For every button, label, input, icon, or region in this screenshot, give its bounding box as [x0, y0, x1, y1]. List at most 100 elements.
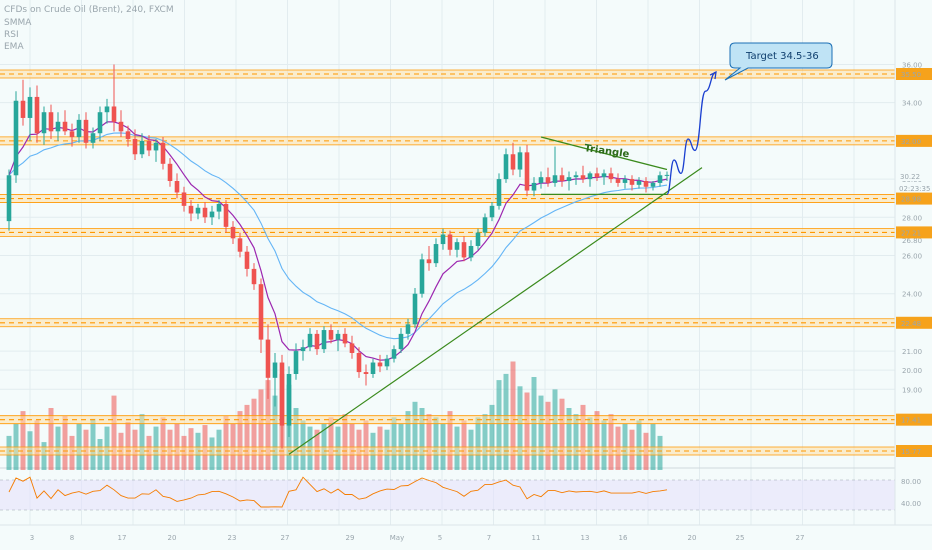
level-tag-bg	[896, 445, 932, 457]
time-axis-label: 13	[581, 534, 590, 542]
candle-body	[279, 362, 285, 426]
candle-body	[209, 211, 215, 218]
time-axis-label: 11	[532, 534, 541, 542]
volume-bar	[447, 411, 453, 470]
target-callout-box	[724, 42, 833, 81]
candle-body	[580, 175, 586, 180]
time-axis-label: 7	[487, 534, 491, 542]
rsi-panel	[0, 467, 895, 511]
target-label: Target 34.5-36	[745, 51, 819, 62]
volume-bar	[545, 401, 551, 470]
candle-body	[160, 142, 166, 164]
candle-body	[601, 173, 607, 178]
volume-bar	[517, 386, 523, 470]
volume-bar	[587, 417, 593, 470]
volume-bar	[258, 389, 264, 470]
projection-arrowhead	[709, 70, 717, 80]
level-tag-bg	[896, 226, 932, 239]
candle-body	[419, 259, 425, 294]
time-axis-label: 8	[70, 534, 74, 542]
candle-body	[97, 112, 103, 134]
rsi-axis-lower: 40.00	[901, 500, 921, 508]
candle-body	[62, 121, 68, 132]
candle-body	[433, 244, 439, 264]
candle-body	[573, 175, 579, 178]
level-tag-price: 27.21	[901, 229, 921, 237]
volume-bar	[419, 408, 425, 470]
level-lines	[0, 69, 895, 456]
volume-bar	[125, 421, 131, 470]
candle-body	[132, 138, 138, 155]
price-axis-label: 20.00	[902, 367, 922, 375]
volume-bar	[62, 415, 68, 470]
legend[interactable]: CFDs on Crude Oil (Brent), 240, FXCM SMM…	[4, 5, 174, 52]
candle-body	[594, 173, 600, 178]
volume-bar	[223, 415, 229, 470]
level-tag-price: 28.98	[901, 196, 921, 204]
candle-body	[496, 179, 502, 206]
candle-body	[34, 96, 40, 134]
candle-body	[664, 174, 670, 176]
time-axis-label: 5	[438, 534, 442, 542]
candle-body	[363, 372, 369, 374]
candle-body	[531, 182, 537, 191]
volume-bar	[405, 411, 411, 470]
candle-body	[384, 358, 390, 367]
candle-body	[545, 177, 551, 183]
level-tag-price: 22.48	[901, 320, 921, 328]
candle-body	[643, 181, 649, 187]
candle-body	[615, 179, 621, 183]
level-price-tags: 35.50 32.00 28.98 27.21 22.48 17.41 15.77	[896, 68, 932, 457]
candle-body	[27, 96, 33, 118]
candle-body	[538, 177, 544, 183]
volume-bar	[342, 414, 348, 470]
candle-body	[328, 330, 334, 340]
current-price: 30.22	[900, 173, 920, 181]
volume-bar	[601, 420, 607, 470]
rsi-band	[0, 480, 895, 510]
volume-bar	[41, 442, 47, 470]
price-axis[interactable]: 36.0034.0030.0028.0026.8026.0024.0021.00…	[894, 0, 932, 525]
candle-body	[6, 175, 12, 222]
candle-body	[118, 121, 124, 132]
projection-path	[666, 71, 717, 196]
volume-bar	[265, 380, 271, 470]
volume-bar	[48, 408, 54, 470]
level-band	[0, 194, 895, 203]
volume-bar	[489, 404, 495, 470]
rsi-line	[8, 476, 668, 508]
time-axis-label: 23	[228, 534, 237, 542]
price-axis-label: 26.80	[902, 237, 922, 245]
candle-body	[356, 352, 362, 373]
trend-lines	[288, 136, 703, 455]
volume-bar	[524, 392, 530, 470]
time-axis[interactable]: 3 8 17 20 23 27 29 May 5 7 11 13 16 20 25 27	[0, 524, 932, 542]
target-callout[interactable]: Target 34.5-36	[724, 42, 833, 81]
candle-body	[608, 173, 614, 180]
candle-body	[657, 175, 663, 183]
candle-body	[412, 293, 418, 325]
candle-body	[559, 175, 565, 182]
candle-body	[587, 173, 593, 180]
current-price-bg	[896, 170, 932, 181]
volume-bar	[426, 414, 432, 470]
volume-bar	[482, 414, 488, 470]
candle-body	[202, 207, 208, 218]
level-tag-price: 17.41	[901, 417, 921, 425]
candle-body	[48, 112, 54, 132]
candle-body	[503, 154, 509, 180]
volume-bar	[90, 418, 96, 470]
volume-bar	[573, 414, 579, 470]
triangle-upper-line	[540, 136, 668, 171]
candlesticks	[6, 64, 670, 449]
volume-bar	[608, 414, 614, 470]
candle-body	[265, 339, 271, 378]
volume-bar	[244, 404, 250, 470]
candle-body	[286, 373, 292, 426]
volume-bar	[636, 420, 642, 470]
ema-line	[8, 132, 668, 340]
candle-body	[349, 343, 355, 353]
price-axis-label: 26.00	[902, 253, 922, 261]
candle-body	[622, 179, 628, 183]
